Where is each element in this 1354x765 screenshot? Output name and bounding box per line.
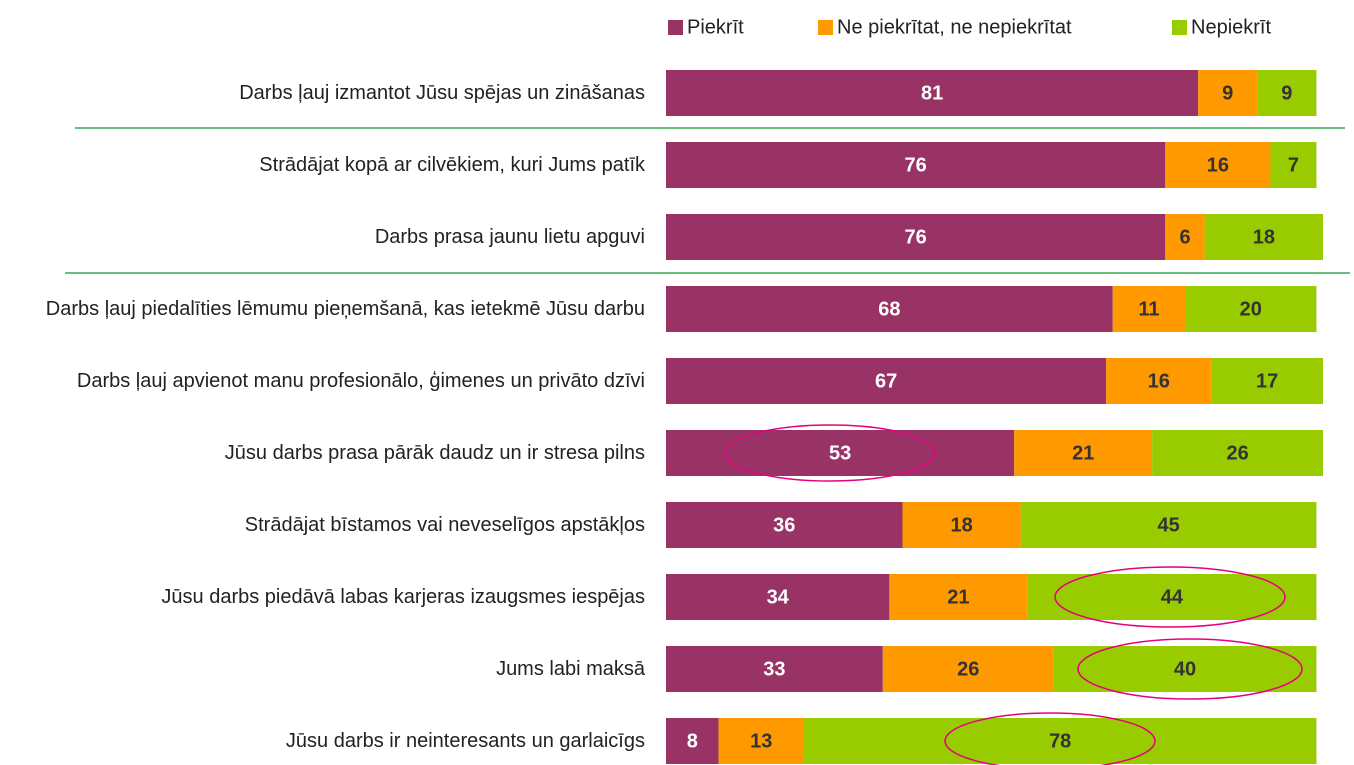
- category-label: Darbs ļauj piedalīties lēmumu pieņemšanā…: [45, 298, 645, 320]
- bar-segment: [1152, 430, 1323, 476]
- legend-label: Ne piekrītat, ne nepiekrītat: [837, 16, 1072, 38]
- bar-segment: [666, 502, 903, 548]
- value-label: 9: [1281, 82, 1292, 104]
- bar-segment: [1204, 214, 1323, 260]
- value-label: 81: [921, 82, 943, 104]
- value-label: 34: [767, 586, 790, 608]
- bar-segment: [902, 502, 1021, 548]
- bar-segment: [1112, 286, 1186, 332]
- bar-segment: [666, 358, 1107, 404]
- value-label: 40: [1174, 658, 1196, 680]
- bars: 81 9 9 76 16 7 76 6 18 68 11 20 67 16 17 53 21 26 36 18 45 34…: [666, 70, 1323, 764]
- value-label: 36: [773, 514, 795, 536]
- value-label: 16: [1207, 154, 1229, 176]
- value-label: 20: [1240, 298, 1262, 320]
- value-label: 67: [875, 370, 897, 392]
- value-label: 18: [951, 514, 973, 536]
- value-label: 53: [829, 442, 851, 464]
- bar-segment: [1014, 430, 1153, 476]
- value-label: 78: [1049, 730, 1071, 752]
- value-label: 18: [1253, 226, 1275, 248]
- value-label: 9: [1222, 82, 1233, 104]
- category-label: Jums labi maksā: [496, 658, 645, 680]
- value-label: 6: [1179, 226, 1190, 248]
- category-label: Jūsu darbs prasa pārāk daudz un ir stres…: [224, 442, 645, 464]
- value-label: 21: [1072, 442, 1094, 464]
- highlights: [724, 424, 1303, 765]
- bar-segment: [1198, 70, 1258, 116]
- category-label: Jūsu darbs piedāvā labas karjeras izaugs…: [161, 586, 645, 608]
- bar-segment: [718, 718, 804, 764]
- category-label: Strādājat kopā ar cilvēkiem, kuri Jums p…: [259, 154, 645, 176]
- highlight-ellipse: [1077, 638, 1303, 700]
- legend: Piekrīt Ne piekrītat, ne nepiekrītat Nepie…: [668, 16, 1271, 38]
- bar-segment: [666, 646, 883, 692]
- value-label: 21: [947, 586, 969, 608]
- legend-swatch: [1172, 20, 1187, 35]
- value-label: 26: [1226, 442, 1248, 464]
- value-label: 68: [878, 298, 900, 320]
- bar-segment: [666, 430, 1015, 476]
- bar-segment: [1165, 142, 1271, 188]
- value-label: 16: [1148, 370, 1170, 392]
- bar-segment: [666, 70, 1199, 116]
- bar-segment: [1211, 358, 1323, 404]
- category-label: Darbs ļauj izmantot Jūsu spējas un zināš…: [239, 82, 645, 104]
- legend-swatch: [668, 20, 683, 35]
- value-label: 44: [1161, 586, 1184, 608]
- legend-label: Nepiekrīt: [1191, 16, 1271, 38]
- value-label: 45: [1157, 514, 1179, 536]
- value-label: 17: [1256, 370, 1278, 392]
- bar-segment: [1257, 70, 1317, 116]
- value-label: 7: [1288, 154, 1299, 176]
- bar-segment: [1270, 142, 1317, 188]
- highlight-ellipse: [944, 712, 1156, 765]
- value-label: 8: [687, 730, 698, 752]
- bar-segment: [1053, 646, 1317, 692]
- category-label: Jūsu darbs ir neinteresants un garlaicīg…: [285, 730, 645, 752]
- category-label: Darbs ļauj apvienot manu profesionālo, ģ…: [76, 370, 645, 392]
- highlight-ellipse: [1054, 566, 1286, 628]
- value-label: 33: [763, 658, 785, 680]
- bar-segment: [666, 286, 1113, 332]
- legend-label: Piekrīt: [687, 16, 744, 38]
- bar-segment: [666, 718, 719, 764]
- value-label: 76: [905, 154, 927, 176]
- bar-segment: [889, 574, 1028, 620]
- value-label: 11: [1138, 298, 1159, 320]
- category-label: Strādājat bīstamos vai neveselīgos apstā…: [244, 514, 645, 536]
- bar-segment: [666, 142, 1166, 188]
- bar-segment: [1020, 502, 1317, 548]
- bar-segment: [1106, 358, 1212, 404]
- legend-swatch: [818, 20, 833, 35]
- value-label: 26: [957, 658, 979, 680]
- value-label: 76: [905, 226, 927, 248]
- value-label: 13: [750, 730, 772, 752]
- bar-segment: [1165, 214, 1205, 260]
- category-label: Darbs prasa jaunu lietu apguvi: [374, 226, 645, 248]
- bar-segment: [1185, 286, 1317, 332]
- bar-segment: [803, 718, 1317, 764]
- bar-segment: [882, 646, 1054, 692]
- bar-segment: [666, 574, 890, 620]
- highlight-ellipse: [724, 424, 936, 482]
- bar-segment: [666, 214, 1166, 260]
